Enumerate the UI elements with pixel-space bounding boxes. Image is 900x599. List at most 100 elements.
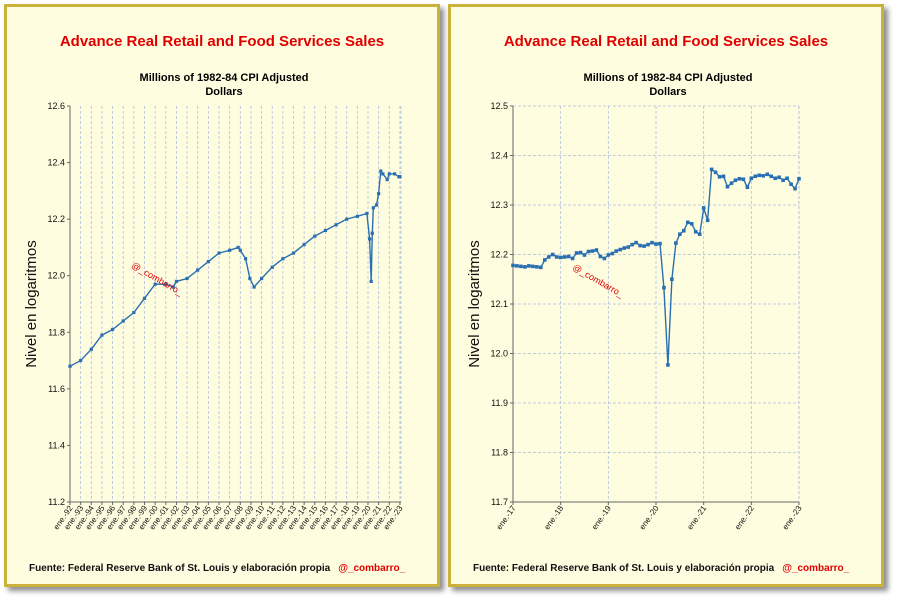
data-point: [381, 172, 385, 176]
data-point: [582, 253, 587, 257]
data-point: [594, 248, 599, 252]
data-point: [228, 248, 232, 252]
data-point: [385, 177, 389, 182]
data-point: [171, 285, 175, 289]
data-point: [291, 251, 296, 255]
data-point: [757, 173, 762, 178]
data-point: [737, 176, 742, 181]
data-point: [682, 228, 686, 233]
data-point: [749, 176, 754, 181]
data-point: [164, 282, 168, 286]
left-chart-svg: 11.211.411.611.812.012.212.412.6ene.-92e…: [23, 101, 405, 531]
data-point: [100, 333, 104, 337]
data-point: [142, 296, 147, 300]
left-footer-handle: @_combarro_: [338, 563, 406, 574]
data-point: [753, 174, 758, 179]
data-point: [590, 249, 595, 253]
data-point: [705, 218, 710, 223]
left-chart-panel: 11.2 11.4 11.6 11.8 12.0 12.2 12.4 12.6 ene.-92 e…: [4, 4, 440, 587]
y-tick-label: 11.2: [48, 497, 65, 507]
x-tick-label: ene.-18: [542, 504, 565, 532]
data-point: [701, 206, 706, 210]
data-point: [630, 242, 634, 247]
data-point: [121, 319, 125, 323]
right-chart-panel: 11.7 11.8 11.9 12.0 12.1 12.2 12.3 12.4 12.5 ene.…: [448, 4, 884, 587]
y-tick-label: 11.7: [491, 497, 508, 507]
data-point: [369, 279, 373, 283]
y-tick-label: 12.6: [47, 101, 65, 111]
data-point: [626, 245, 630, 249]
data-point: [546, 255, 551, 259]
x-tick-label: ene.-21: [685, 504, 708, 532]
data-point: [566, 254, 571, 259]
y-tick-label: 12.1: [490, 299, 508, 309]
data-point: [236, 245, 240, 250]
data-point: [797, 176, 801, 181]
y-tick-label: 12.2: [47, 214, 65, 224]
data-point: [523, 265, 527, 269]
data-point: [302, 243, 306, 247]
left-subtitle-line1: Millions of 1982-84 CPI Adjusted: [139, 72, 309, 84]
y-axis-label: Nivel en logaritmos: [466, 240, 483, 368]
data-point: [654, 242, 658, 246]
data-point: [793, 186, 797, 191]
y-tick-label: 11.6: [48, 384, 65, 394]
data-line: [69, 169, 400, 367]
watermark: @_combarro_: [571, 262, 626, 300]
data-point: [79, 358, 83, 363]
data-point: [110, 327, 115, 332]
data-point: [662, 285, 666, 290]
data-point: [89, 347, 93, 351]
data-point: [634, 240, 638, 245]
right-subtitle-line1: Millions of 1982-84 CPI Adjusted: [583, 72, 753, 84]
data-point: [539, 265, 543, 270]
data-point: [398, 175, 402, 179]
right-subtitle-line2: Dollars: [649, 86, 687, 98]
y-tick-label: 12.4: [490, 151, 508, 161]
data-point: [789, 182, 793, 187]
x-tick-label: ene.-20: [638, 504, 661, 532]
data-point: [217, 251, 221, 255]
data-point: [622, 246, 627, 250]
right-chart-title: Advance Real Retail and Food Services Sa…: [503, 33, 829, 50]
data-point: [554, 255, 559, 259]
data-point: [531, 264, 535, 269]
x-tick-label: ene.-23: [781, 504, 804, 532]
x-tick-label: ene.-22: [733, 504, 756, 532]
y-tick-label: 12.4: [47, 158, 65, 168]
y-tick-label: 11.8: [491, 448, 508, 458]
data-point: [244, 257, 248, 261]
data-point: [713, 170, 718, 175]
y-tick-label: 12.3: [490, 200, 508, 210]
data-point: [153, 282, 157, 286]
data-point: [511, 263, 515, 268]
data-point: [729, 181, 734, 186]
y-axis-label: Nivel en logaritmos: [23, 240, 40, 368]
left-chart-title: Advance Real Retail and Food Services Sa…: [59, 33, 385, 50]
data-point: [365, 211, 369, 216]
data-point: [610, 251, 615, 256]
data-point: [570, 256, 575, 261]
y-tick-label: 12.5: [490, 101, 508, 111]
data-point: [345, 217, 349, 221]
data-point: [638, 243, 642, 248]
left-footer-source: Fuente: Federal Reserve Bank of St. Loui…: [29, 563, 331, 574]
data-point: [598, 254, 603, 259]
data-point: [132, 310, 136, 315]
x-tick-label: ene.-19: [590, 504, 613, 532]
data-point: [174, 279, 179, 283]
data-point: [781, 178, 785, 183]
y-tick-label: 12.2: [490, 250, 508, 260]
data-point: [670, 277, 674, 282]
right-footer-handle: @_combarro_: [782, 563, 850, 574]
watermark: @_combarro_: [130, 260, 185, 298]
data-point: [650, 240, 654, 245]
data-point: [578, 250, 583, 255]
data-point: [574, 251, 579, 255]
data-point: [550, 252, 555, 257]
data-point: [259, 276, 264, 281]
data-point: [355, 214, 359, 218]
data-point: [377, 192, 381, 196]
plot-area: [70, 106, 401, 502]
data-point: [281, 257, 285, 261]
